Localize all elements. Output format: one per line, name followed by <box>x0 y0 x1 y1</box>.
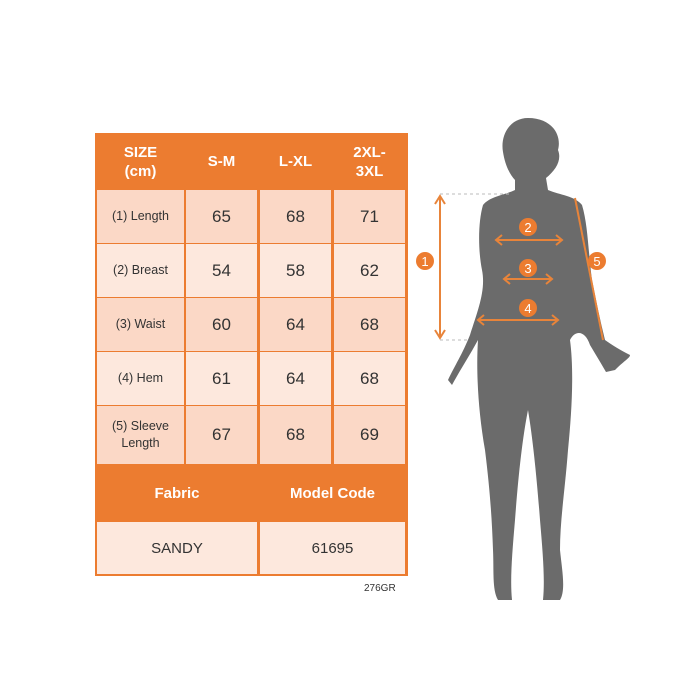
measure-line-breast <box>494 234 564 246</box>
size-value-cell: 68 <box>334 298 405 351</box>
size-value-cell: 67 <box>186 406 257 464</box>
product-code-caption: 276GR <box>364 583 396 594</box>
body-silhouette <box>448 118 630 600</box>
row-label: (5) Sleeve Length <box>97 406 184 464</box>
size-table: SIZE (cm) S-M L-XL 2XL- 3XL (1) Length 65 68 71… <box>95 133 408 576</box>
marker-number: 5 <box>593 254 600 269</box>
marker-circle <box>588 252 606 270</box>
model-code-header: Model Code <box>290 485 375 502</box>
size-value-cell: 69 <box>334 406 405 464</box>
size-value-cell: 65 <box>186 190 257 243</box>
row-label: (2) Breast <box>97 244 184 297</box>
marker-number: 2 <box>524 220 531 235</box>
size-value-cell: 61 <box>186 352 257 405</box>
size-value-cell: 71 <box>334 190 405 243</box>
size-value-cell: 68 <box>260 406 331 464</box>
marker-circle <box>519 259 537 277</box>
size-value-cell: 62 <box>334 244 405 297</box>
measure-line-length <box>434 194 446 340</box>
fabric-header: Fabric <box>154 485 200 502</box>
column-header: L-XL <box>278 153 313 170</box>
column-header: SIZE (cm) <box>123 143 158 180</box>
size-value-cell: 58 <box>260 244 331 297</box>
guide-dashes <box>440 193 510 341</box>
column-header: 2XL- 3XL <box>353 143 386 180</box>
size-value-cell: 68 <box>260 190 331 243</box>
column-header: S-M <box>207 153 236 170</box>
marker-circle <box>416 252 434 270</box>
marker-circle <box>519 218 537 236</box>
measure-line-waist <box>502 273 554 285</box>
fabric-value: SANDY <box>97 522 257 574</box>
row-label: (4) Hem <box>97 352 184 405</box>
size-value-cell: 60 <box>186 298 257 351</box>
size-value-cell: 64 <box>260 298 331 351</box>
marker-number: 4 <box>524 301 531 316</box>
marker-circle <box>519 299 537 317</box>
row-label: (3) Waist <box>97 298 184 351</box>
size-value-cell: 64 <box>260 352 331 405</box>
measure-line-hem <box>476 314 560 326</box>
row-label: (1) Length <box>97 190 184 243</box>
size-value-cell: 68 <box>334 352 405 405</box>
size-value-cell: 54 <box>186 244 257 297</box>
model-code-value: 61695 <box>260 522 405 574</box>
measure-line-sleeve <box>574 197 604 341</box>
marker-number: 3 <box>524 261 531 276</box>
marker-number: 1 <box>421 254 428 269</box>
